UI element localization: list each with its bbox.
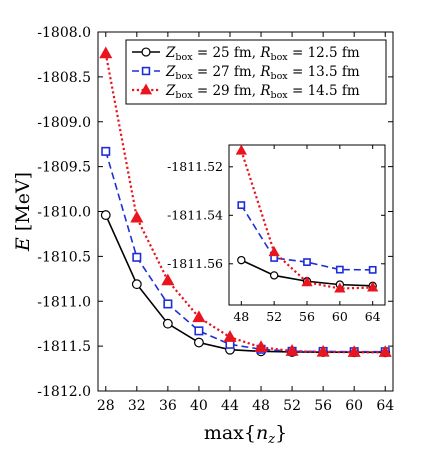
x-tick-label: 28 [97,398,115,414]
inset-data-point [268,246,280,257]
y-tick-label: -1810.0 [37,205,91,221]
y-tick-label: -1810.5 [37,249,91,265]
inset-x-tick-label: 48 [233,309,249,324]
series-line [104,53,386,354]
series-line [104,151,386,353]
x-tick-label: 64 [376,398,394,414]
legend-marker [141,47,151,57]
legend-box [125,39,387,105]
legend-marker [141,66,151,76]
data-point [99,46,113,59]
inset-data-point [235,144,247,155]
y-tick-label: -1811.0 [37,294,91,310]
data-point [162,318,173,329]
y-tick-label: -1812.0 [37,384,91,400]
x-tick-label: 48 [252,398,270,414]
x-tick-label: 36 [159,398,177,414]
inset-series-3 [235,144,379,293]
y-tick-label: -1811.5 [37,339,91,355]
data-point [378,345,392,357]
data-point [194,337,204,348]
x-axis-label: max{nz} [204,422,287,447]
y-axis-label: E [MeV] [12,172,34,252]
data-point [285,344,299,356]
y-tick-label: -1808.5 [37,70,91,86]
data-point [130,210,144,223]
data-point [101,146,111,156]
legend-label: Zbox = 27 fm, Rbox = 13.5 fm [165,64,360,82]
legend-entry-3: Zbox = 29 fm, Rbox = 14.5 fm [132,83,360,101]
data-point [316,344,330,357]
inset-series-2 [237,201,377,274]
inset-x-tick-label: 52 [266,309,282,324]
inset-y-tick-label: -1811.56 [167,256,223,271]
data-point [163,299,173,309]
inset-data-point [237,201,246,210]
inset-y-tick-label: -1811.52 [167,159,223,174]
legend-label: Zbox = 29 fm, Rbox = 14.5 fm [165,83,360,101]
y-tick-label: -1808.0 [37,25,91,41]
data-point [161,273,175,286]
inset-data-point [334,282,346,293]
inset-data-point [269,271,279,280]
x-tick-label: 56 [314,398,332,414]
series-3 [99,46,392,357]
data-point [347,345,361,357]
inset-data-point [301,276,313,287]
inset-x-tick-label: 56 [299,309,315,324]
inset-data-point [367,281,379,292]
inset-data-point [335,265,344,274]
data-point [132,252,142,262]
legend-entry-1: Zbox = 25 fm, Rbox = 12.5 fm [132,45,360,63]
inset-x-tick-label: 64 [365,309,381,324]
inset-plot: 48 52 56 60 64 -1811.52 -1811.54 -1811.56 [167,144,386,324]
data-point [100,210,111,221]
legend-marker [139,83,153,95]
main-plot: 28 32 36 40 44 48 52 56 60 64 -1808.0 -1808.5 -1809.… [12,25,394,447]
inset-data-point [237,255,246,265]
x-tick-label: 44 [221,398,239,414]
inset-y-tick-label: -1811.54 [167,207,223,222]
x-tick-label: 60 [345,398,363,414]
x-tick-label: 52 [283,398,301,414]
data-point [254,340,268,352]
data-point [192,310,206,323]
inset-data-point [368,265,377,274]
y-tick-label: -1809.5 [37,160,91,176]
data-point [223,330,237,342]
x-tick-label: 32 [128,398,146,414]
y-tick-label: -1809.0 [37,115,91,131]
data-point [131,279,142,290]
inset-x-tick-label: 60 [332,309,348,324]
inset-data-point [303,258,311,266]
data-point [194,326,204,336]
legend-label: Zbox = 25 fm, Rbox = 12.5 fm [165,45,360,63]
x-tick-label: 40 [190,398,208,414]
legend-entry-2: Zbox = 27 fm, Rbox = 13.5 fm [132,64,360,82]
